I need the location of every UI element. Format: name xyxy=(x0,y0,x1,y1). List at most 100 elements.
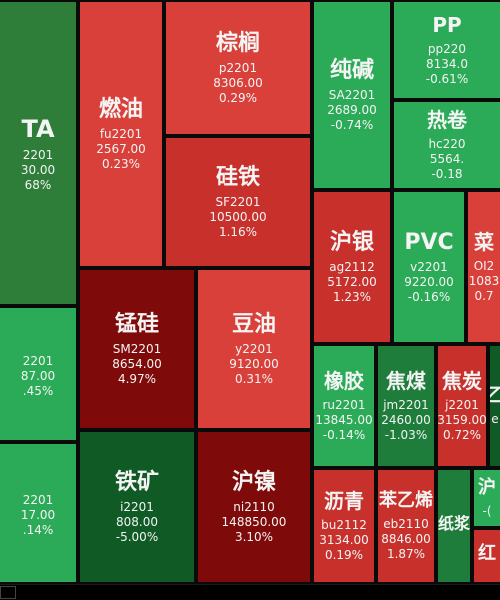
tile-change-pct: 3.10% xyxy=(234,530,274,545)
tile-left2[interactable]: 2201 87.00.45% xyxy=(0,306,78,442)
tile-change-pct: .14% xyxy=(22,522,54,537)
tile-change-pct: 1.16% xyxy=(218,225,258,240)
tile-liqing[interactable]: 沥青 bu2112 3134.00 0.19% xyxy=(312,468,376,584)
tile-change-pct: 68% xyxy=(24,177,52,192)
tile-code: 2201 xyxy=(22,492,54,507)
tile-change-pct: -0.16% xyxy=(407,290,451,305)
tile-code: SF2201 xyxy=(215,195,261,210)
tile-name: 菜 xyxy=(474,230,494,254)
tile-price: 2689.00 xyxy=(327,103,377,118)
tile-price: 8306.00 xyxy=(213,76,263,91)
tile-price: 8134.0 xyxy=(426,57,468,71)
tile-left3[interactable]: 2201 17.00.14% xyxy=(0,442,78,584)
tile-change-pct: -0.14% xyxy=(322,428,366,442)
tile-rejuan[interactable]: 热卷 hc220 5564. -0.18 xyxy=(392,100,500,190)
tile-code: hc220 xyxy=(428,137,466,151)
tile-change-pct: -1.03% xyxy=(384,428,428,442)
tile-tiekuang[interactable]: 铁矿 i2201 808.00 -5.00% xyxy=(78,430,196,584)
tile-guitie[interactable]: 硅铁 SF2201 10500.00 1.16% xyxy=(164,136,312,268)
tile-hong[interactable]: 红 xyxy=(472,528,500,584)
tile-change-pct: -0.18 xyxy=(431,167,463,181)
status-bar xyxy=(0,584,500,600)
tile-code: p2201 xyxy=(218,61,258,76)
tile-price: 8846.00 xyxy=(381,531,431,546)
tile-name: 燃油 xyxy=(98,96,143,122)
tile-pvc[interactable]: PVC v2201 9220.00 -0.16% xyxy=(392,190,466,344)
tile-price: 5172.00 xyxy=(327,275,377,290)
tile-code: SM2201 xyxy=(112,342,162,357)
tile-name: 橡胶 xyxy=(324,369,364,393)
tile-change-pct: 4.97% xyxy=(117,372,157,387)
tile-price: 3134.00 xyxy=(319,533,369,547)
tile-code: e xyxy=(491,411,499,426)
tile-price: 17.00 xyxy=(20,507,56,522)
tile-name: 纯碱 xyxy=(329,57,374,83)
tile-change-pct: 0.19% xyxy=(324,548,364,562)
tile-name: 乙 xyxy=(490,385,500,408)
tile-douyou[interactable]: 豆油 y2201 9120.00 0.31% xyxy=(196,268,312,430)
tile-chunjian[interactable]: 纯碱 SA2201 2689.00 -0.74% xyxy=(312,0,392,190)
tile-code: 2201 xyxy=(22,353,54,368)
tile-price: 2567.00 xyxy=(96,142,146,157)
tile-code: ru2201 xyxy=(322,398,366,412)
tile-zhijiang[interactable]: 纸浆 xyxy=(436,468,472,584)
tile-code: -( xyxy=(482,503,492,518)
tile-name: 苯乙烯 xyxy=(379,490,433,512)
tile-name: 沥青 xyxy=(324,489,364,513)
tile-code: ag2112 xyxy=(329,260,375,275)
tile-benyixi[interactable]: 苯乙烯 eb2110 8846.00 1.87% xyxy=(376,468,436,584)
tile-code: bu2112 xyxy=(321,518,367,532)
tile-change-pct: 0.7 xyxy=(474,289,494,303)
tile-code: fu2201 xyxy=(99,127,143,142)
tile-price: 9120.00 xyxy=(229,357,279,372)
tile-code: pp220 xyxy=(427,42,467,56)
tile-code: eb2110 xyxy=(383,516,429,531)
tile-change-pct: 1.23% xyxy=(332,290,372,305)
tile-jiaotan[interactable]: 焦炭 j2201 3159.00 0.72% xyxy=(436,344,488,468)
tile-code: y2201 xyxy=(235,342,273,357)
tile-zonglv[interactable]: 棕榈 p2201 8306.00 0.29% xyxy=(164,0,312,136)
tile-price: 808.00 xyxy=(116,515,158,530)
tile-yi[interactable]: 乙e xyxy=(488,344,500,468)
tile-code: 2201 xyxy=(22,147,54,162)
tile-name: PVC xyxy=(404,229,454,255)
tile-huyin[interactable]: 沪银 ag2112 5172.00 1.23% xyxy=(312,190,392,344)
tile-hunie[interactable]: 沪镍 ni2110 148850.00 3.10% xyxy=(196,430,312,584)
tile-code: v2201 xyxy=(410,260,448,275)
tile-change-pct: -0.74% xyxy=(330,118,374,133)
tile-name: 棕榈 xyxy=(215,30,260,56)
tile-price: 8654.00 xyxy=(112,357,162,372)
tile-pta[interactable]: TA 2201 30.00 68% xyxy=(0,0,78,306)
tile-change-pct: 0.23% xyxy=(101,157,141,172)
tile-name: PP xyxy=(432,13,462,37)
tile-price: 148850.00 xyxy=(221,515,287,530)
tile-price: 87.00 xyxy=(20,368,56,383)
tile-name: 热卷 xyxy=(427,108,467,132)
tile-code: OI2 xyxy=(473,259,495,273)
tile-price: 13845.00 xyxy=(315,413,373,427)
tile-hu[interactable]: 沪 -( xyxy=(472,468,500,528)
tile-change-pct: 0.29% xyxy=(218,91,258,106)
tile-price: 5564. xyxy=(429,152,465,166)
tile-xiangjiao[interactable]: 橡胶 ru2201 13845.00 -0.14% xyxy=(312,344,376,468)
tile-name: 铁矿 xyxy=(114,469,159,495)
tile-menggui[interactable]: 锰硅 SM2201 8654.00 4.97% xyxy=(78,268,196,430)
tile-code: jm2201 xyxy=(383,398,429,412)
tile-name: 纸浆 xyxy=(438,514,471,533)
tile-name: 焦炭 xyxy=(442,369,482,393)
tile-ranyou[interactable]: 燃油 fu2201 2567.00 0.23% xyxy=(78,0,164,268)
tile-pp[interactable]: PP pp220 8134.0 -0.61% xyxy=(392,0,500,100)
tile-change-pct: -5.00% xyxy=(115,530,159,545)
tile-price: 1083 xyxy=(468,274,500,288)
tile-change-pct: .45% xyxy=(22,383,54,398)
tile-price: 30.00 xyxy=(20,162,56,177)
tile-price: 10500.00 xyxy=(209,210,267,225)
tile-name: 焦煤 xyxy=(386,369,426,393)
tile-cai[interactable]: 菜 OI2 1083 0.7 xyxy=(466,190,500,344)
tile-name: 锰硅 xyxy=(114,311,159,337)
tile-name: 红 xyxy=(478,542,496,564)
tile-jiaomei[interactable]: 焦煤 jm2201 2460.00 -1.03% xyxy=(376,344,436,468)
tile-name: TA xyxy=(21,114,55,143)
tile-name: 沪 xyxy=(478,477,496,499)
